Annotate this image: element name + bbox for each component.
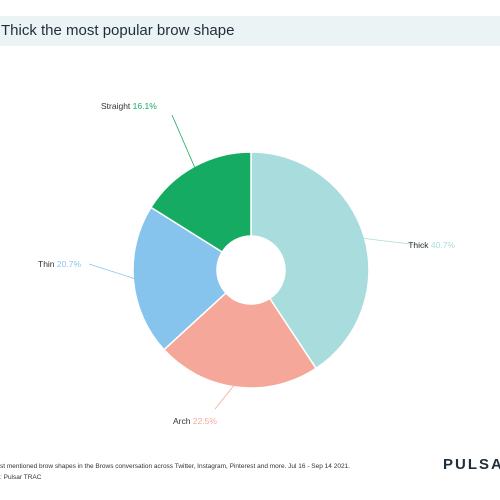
label-straight: Straight 16.1%: [101, 101, 157, 111]
leader-line-arch: [214, 380, 238, 410]
slice-thin: [132, 206, 227, 351]
footer-note: st mentioned brow shapes in the Brows co…: [0, 461, 350, 483]
label-value-straight: 16.1%: [133, 101, 158, 111]
leader-line-thick: [358, 237, 428, 247]
label-value-thick: 40.7%: [431, 240, 456, 250]
brand-logo: PULSAR: [443, 456, 500, 473]
chart-title: Thick the most popular brow shape: [1, 22, 235, 39]
label-name-arch: Arch: [173, 416, 193, 426]
leader-line-straight: [171, 114, 198, 173]
label-value-arch: 22.5%: [193, 416, 218, 426]
footer-source: : Pulsar TRAC: [0, 474, 42, 481]
slice-arch: [162, 291, 318, 389]
label-value-thin: 20.7%: [57, 259, 82, 269]
label-thin: Thin 20.7%: [38, 259, 81, 269]
slice-straight: [149, 151, 252, 253]
footer-description: st mentioned brow shapes in the Brows co…: [0, 463, 350, 470]
title-bar: [0, 16, 500, 46]
label-name-straight: Straight: [101, 101, 133, 111]
leader-line-thin: [88, 263, 140, 281]
label-name-thick: Thick: [408, 240, 431, 250]
label-arch: Arch 22.5%: [173, 416, 217, 426]
label-thick: Thick 40.7%: [408, 240, 455, 250]
label-name-thin: Thin: [38, 259, 57, 269]
